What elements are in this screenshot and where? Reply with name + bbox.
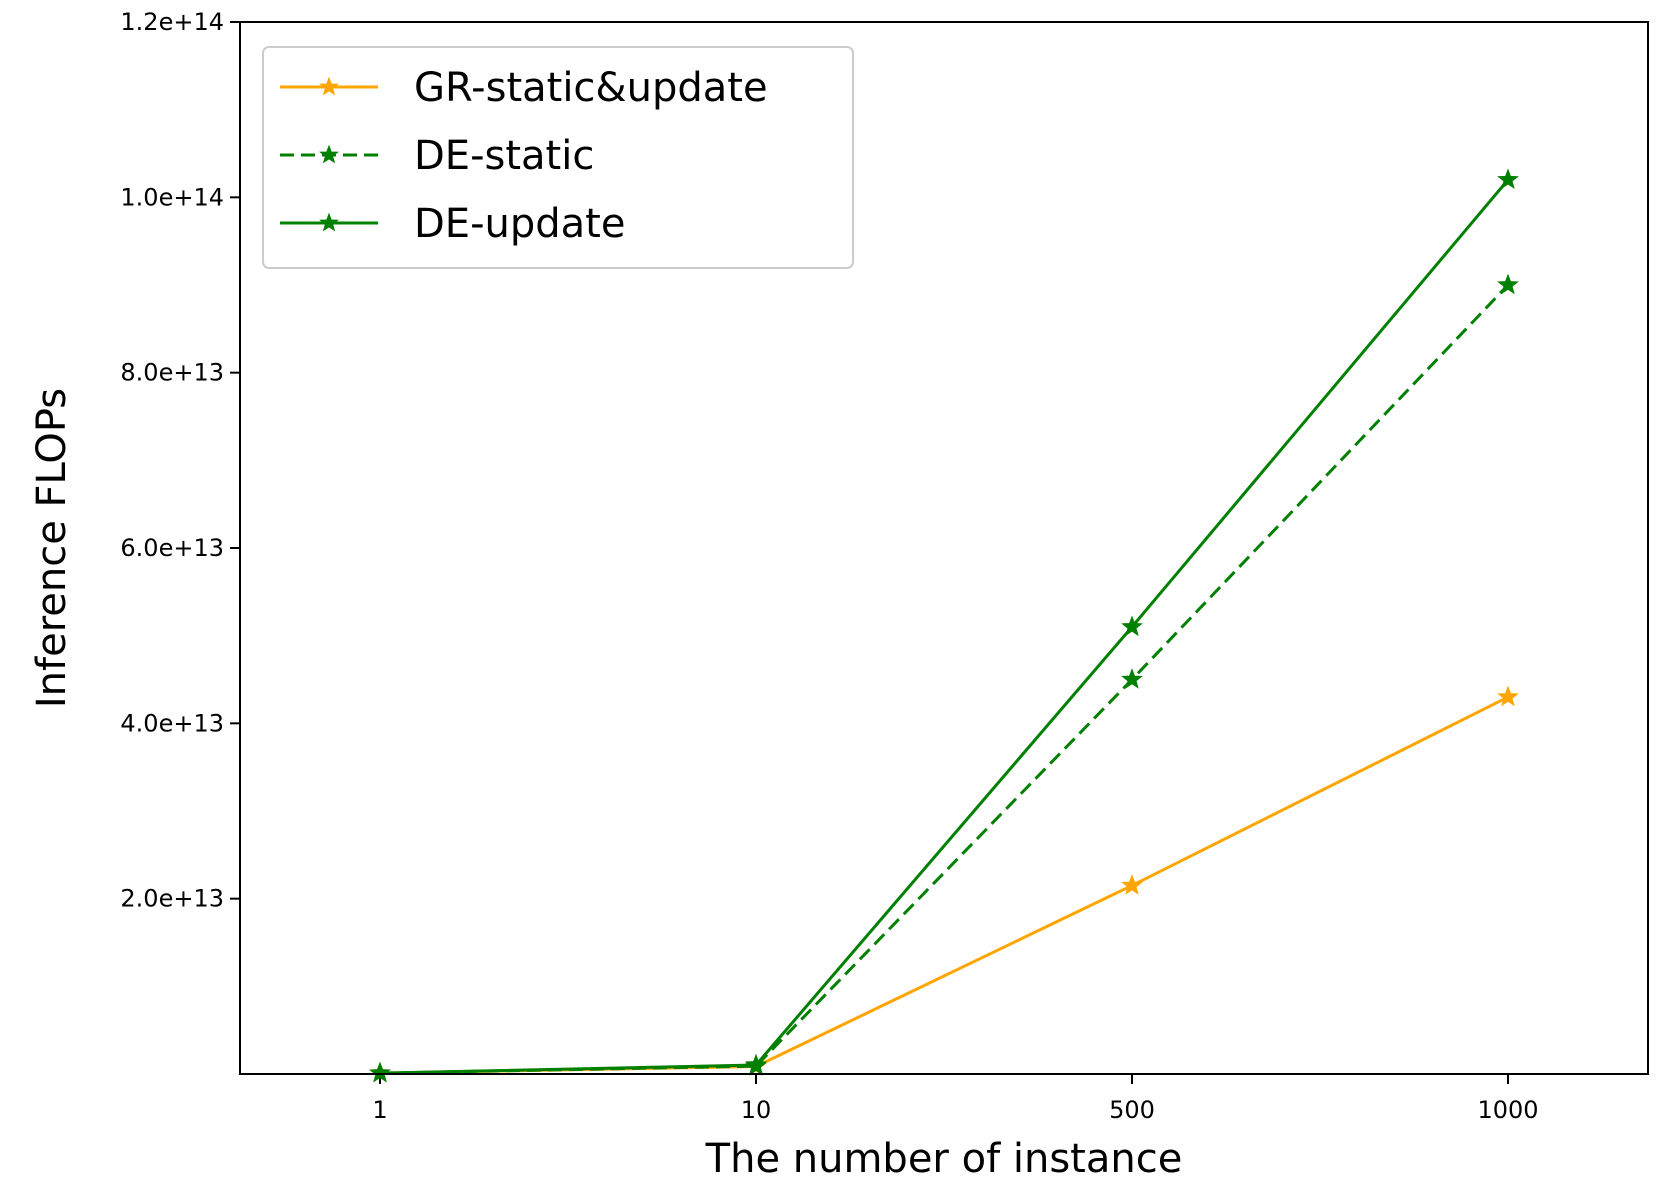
series-line-1 — [379, 283, 1510, 1075]
data-point — [1121, 874, 1143, 895]
legend-box — [262, 46, 854, 269]
y-tick-label: 8.0e+13 — [120, 359, 224, 387]
y-tick-label: 1.2e+14 — [120, 8, 224, 36]
data-point — [369, 1061, 391, 1083]
data-point — [1121, 615, 1143, 637]
plot-frame — [239, 21, 1649, 1075]
y-tick-label: 4.0e+13 — [120, 709, 224, 737]
x-tick-group: 1 10 500 1000 — [372, 1074, 1539, 1124]
legend-label: DE-update — [414, 201, 625, 247]
y-axis-label: Inference FLOPs — [29, 388, 75, 708]
series-group — [369, 168, 1519, 1083]
series-line-0 — [379, 695, 1509, 1075]
x-tick-label: 1000 — [1477, 1096, 1538, 1124]
legend: GR-static&update DE-static DE-update — [262, 46, 854, 269]
data-point — [1497, 168, 1519, 190]
y-tick-group: 2.0e+13 4.0e+13 6.0e+13 8.0e+13 1.0e+14 1.2e+… — [120, 8, 240, 913]
legend-marker — [319, 212, 339, 232]
x-tick-label: 1 — [372, 1096, 387, 1124]
x-axis-label: The number of instance — [705, 1136, 1183, 1182]
legend-marker — [319, 144, 339, 164]
data-point — [1497, 685, 1519, 707]
y-tick-label: 6.0e+13 — [120, 534, 224, 562]
series-line-2 — [379, 178, 1510, 1075]
data-point — [745, 1053, 767, 1075]
legend-label: DE-static — [414, 133, 594, 179]
x-tick-label: 10 — [741, 1096, 772, 1124]
legend-label: GR-static&update — [414, 65, 768, 111]
data-point — [1497, 273, 1519, 295]
y-tick-label: 2.0e+13 — [120, 885, 224, 913]
legend-marker — [319, 76, 339, 96]
y-tick-label: 1.0e+14 — [120, 183, 224, 211]
x-tick-label: 500 — [1109, 1096, 1155, 1124]
data-point — [1121, 668, 1143, 689]
